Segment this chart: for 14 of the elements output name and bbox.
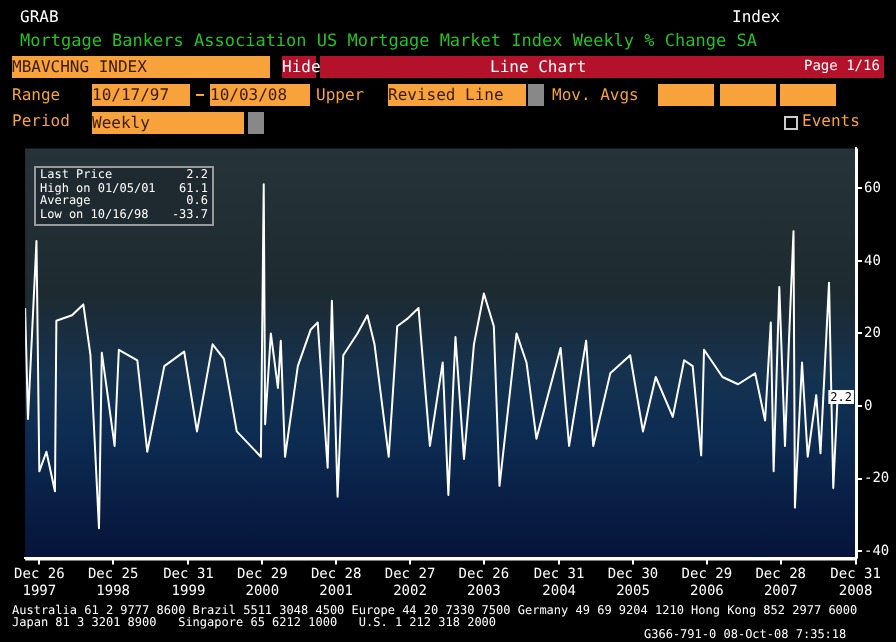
text: Line Chart <box>490 56 587 78</box>
text: Revised Line <box>388 84 526 106</box>
text: 10/03/08 <box>210 84 310 106</box>
chart-title: Mortgage Bankers Association US Mortgage Market Index Weekly % Change SA <box>20 32 757 52</box>
text: GRAB <box>20 8 59 28</box>
text: 10/17/97 <box>92 84 190 106</box>
text: Range <box>12 86 61 106</box>
text: Events <box>802 112 860 132</box>
text: Weekly <box>92 112 244 134</box>
text: MBAVCHNG INDEX <box>12 56 270 78</box>
text: Index <box>732 8 781 28</box>
text: Period <box>12 112 70 132</box>
text: Mov. Avgs <box>552 86 639 106</box>
text: Upper <box>316 86 365 106</box>
